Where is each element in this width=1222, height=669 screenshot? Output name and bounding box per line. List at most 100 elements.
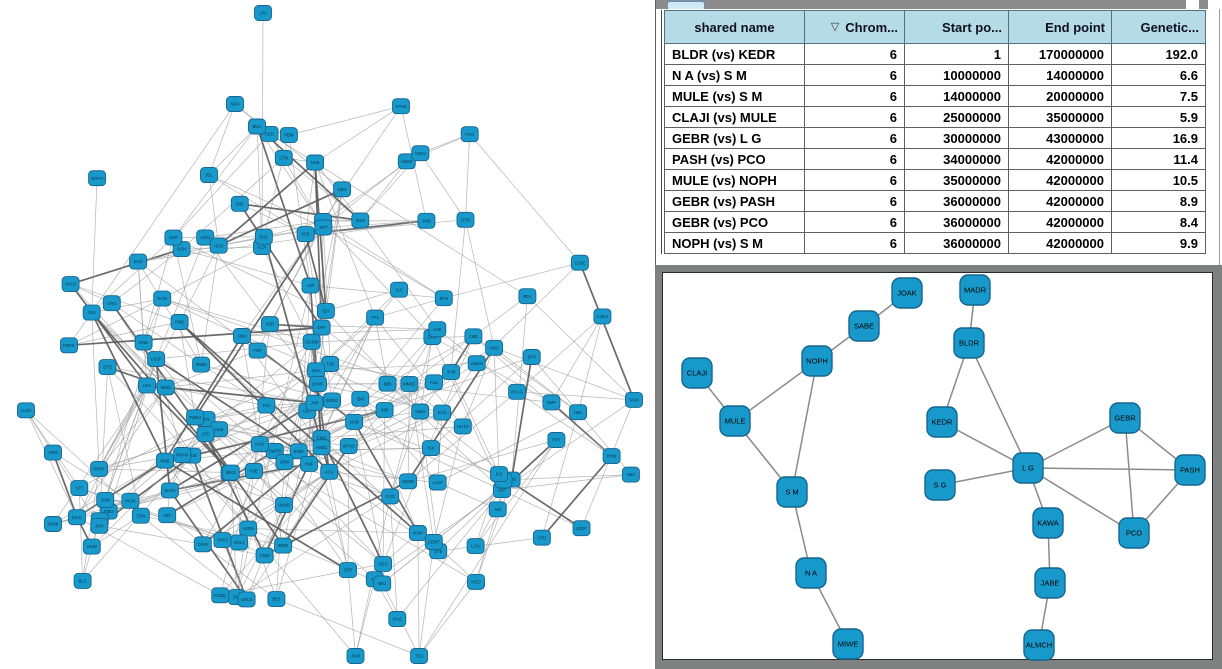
table-cell[interactable]: 6 (804, 190, 905, 212)
column-header-shared-name[interactable]: shared name (664, 10, 805, 44)
overview-node[interactable]: BNDG (323, 392, 342, 409)
overview-node[interactable]: BHM (602, 448, 621, 465)
overview-node[interactable]: ERLJ (230, 534, 249, 551)
network-node-BLDR[interactable]: BLDR (953, 327, 985, 359)
table-row[interactable]: PASH (vs) PCO 6 34000000 42000000 11.4 (664, 148, 1206, 170)
overview-node[interactable]: JJOJ (196, 229, 215, 246)
network-node-S M[interactable]: S M (776, 476, 808, 508)
overview-node[interactable]: TDN (131, 507, 150, 524)
overview-node[interactable]: HPT (547, 432, 566, 448)
table-cell[interactable]: 11.4 (1111, 148, 1206, 170)
overview-node[interactable]: JDDF (572, 520, 591, 537)
table-cell[interactable]: 6.6 (1111, 64, 1206, 86)
overview-node[interactable]: KCD (433, 404, 452, 421)
overview-node[interactable]: PMD (170, 314, 189, 330)
overview-node[interactable]: BRJ (373, 575, 392, 592)
table-cell[interactable]: 42000000 (1008, 148, 1112, 170)
table-cell[interactable]: 6 (804, 211, 905, 233)
overview-node[interactable]: IKNP (408, 525, 427, 541)
table-row[interactable]: N A (vs) S M 6 10000000 14000000 6.6 (664, 64, 1206, 86)
overview-node[interactable]: MWM (192, 356, 211, 373)
network-node-MIWE[interactable]: MIWE (832, 628, 864, 660)
overview-node[interactable]: IEH (316, 302, 335, 319)
overview-node[interactable]: USA (138, 377, 156, 394)
overview-node[interactable]: LLGF (428, 474, 447, 491)
overview-node[interactable]: LRW (275, 454, 294, 470)
overview-node[interactable]: HUF (300, 455, 319, 472)
table-row[interactable]: BLDR (vs) KEDR 6 1 170000000 192.0 (664, 43, 1206, 65)
overview-node[interactable]: REA (518, 288, 537, 305)
column-header-genetic---[interactable]: Genetic... (1111, 10, 1206, 44)
table-cell[interactable]: 30000000 (904, 127, 1009, 149)
overview-node[interactable]: LPA (254, 5, 272, 21)
overview-node[interactable]: THOJ (213, 532, 232, 549)
overview-node[interactable]: DTB (98, 359, 117, 376)
network-node-PASH[interactable]: PASH (1174, 454, 1206, 486)
table-cell[interactable]: 42000000 (1008, 169, 1112, 191)
overview-node[interactable]: KJKU (593, 308, 612, 325)
table-row[interactable]: CLAJI (vs) MULE 6 25000000 35000000 5.9 (664, 106, 1206, 128)
overview-node[interactable]: DMP (542, 394, 561, 411)
overview-node[interactable]: UTN (456, 211, 475, 228)
table-cell[interactable]: 192.0 (1111, 43, 1206, 65)
table-cell[interactable]: 7.5 (1111, 85, 1206, 107)
overview-node[interactable]: PULG (508, 383, 527, 400)
table-cell[interactable]: N A (vs) S M (664, 64, 805, 86)
overview-node[interactable]: FPL (366, 309, 385, 326)
overview-node[interactable]: SHN (96, 491, 115, 508)
table-cell[interactable]: 35000000 (1008, 106, 1112, 128)
overview-node[interactable]: NBJ (621, 466, 640, 483)
overview-node[interactable]: END (134, 334, 153, 351)
network-node-JOAK[interactable]: JOAK (891, 277, 923, 309)
overview-node[interactable]: HDFK (60, 337, 78, 354)
table-cell[interactable]: BLDR (vs) KEDR (664, 43, 805, 65)
table-row[interactable]: MULE (vs) NOPH 6 35000000 42000000 10.5 (664, 169, 1206, 191)
overview-node[interactable]: AJDN (239, 520, 258, 537)
table-cell[interactable]: 8.4 (1111, 211, 1206, 233)
overview-node[interactable]: AGG (374, 555, 393, 572)
overview-node[interactable]: JWB (417, 212, 436, 229)
overview-node[interactable]: FSJ (257, 397, 276, 414)
overview-node[interactable]: OWU (411, 145, 430, 162)
overview-node[interactable]: AID (488, 501, 507, 518)
overview-node[interactable]: SGG (129, 253, 148, 270)
overview-node[interactable]: AHL (425, 374, 443, 391)
overview-node[interactable]: LTC (196, 426, 215, 443)
network-node-L G[interactable]: L G (1012, 452, 1044, 484)
column-header-start-po---[interactable]: Start po... (904, 10, 1009, 44)
table-cell[interactable]: 43000000 (1008, 127, 1112, 149)
overview-node[interactable]: JKN (90, 517, 109, 534)
overview-node[interactable]: IMB (375, 402, 394, 419)
overview-network-canvas[interactable]: LPAILOIDTBJWBOCHHHRTFCDFMUJHNKAJDNNHKLJA… (0, 0, 655, 669)
overview-node[interactable]: NUB (345, 413, 364, 430)
table-cell[interactable]: 25000000 (904, 106, 1009, 128)
table-cell[interactable]: 14000000 (1008, 64, 1112, 86)
overview-node[interactable]: OKJ (82, 304, 101, 321)
table-cell[interactable]: 42000000 (1008, 190, 1112, 212)
column-header-chrom---[interactable]: ▽ Chrom... (804, 10, 905, 44)
scrollbar-gutter[interactable] (1219, 9, 1220, 265)
table-cell[interactable]: 10000000 (904, 64, 1009, 86)
overview-node[interactable]: PILW (121, 492, 140, 509)
network-node-S G[interactable]: S G (924, 469, 956, 501)
overview-node[interactable]: LMM (411, 403, 430, 420)
overview-node[interactable]: FSE (245, 463, 263, 479)
overview-node[interactable]: MMDF (400, 375, 419, 392)
overview-node[interactable]: EAC (254, 228, 273, 245)
filter-icon[interactable]: ▽ (830, 20, 840, 33)
table-cell[interactable]: MULE (vs) NOPH (664, 169, 805, 191)
overview-node[interactable]: WTJO (339, 438, 358, 454)
overview-node[interactable]: KUO (250, 436, 269, 453)
overview-node[interactable]: USCS (237, 591, 256, 608)
table-cell[interactable]: 36000000 (904, 232, 1009, 254)
overview-node[interactable]: CIT (70, 480, 89, 497)
network-node-N A[interactable]: N A (795, 557, 827, 589)
overview-node[interactable]: BFN (434, 290, 453, 307)
overview-node[interactable]: FPAB (392, 98, 410, 115)
overview-node[interactable]: HHRT (90, 460, 109, 477)
table-cell[interactable]: 36000000 (904, 190, 1009, 212)
overview-node[interactable]: ARM (44, 444, 62, 461)
table-cell[interactable]: GEBR (vs) L G (664, 127, 805, 149)
table-row[interactable]: MULE (vs) S M 6 14000000 20000000 7.5 (664, 85, 1206, 107)
network-node-NOPH[interactable]: NOPH (801, 345, 833, 377)
